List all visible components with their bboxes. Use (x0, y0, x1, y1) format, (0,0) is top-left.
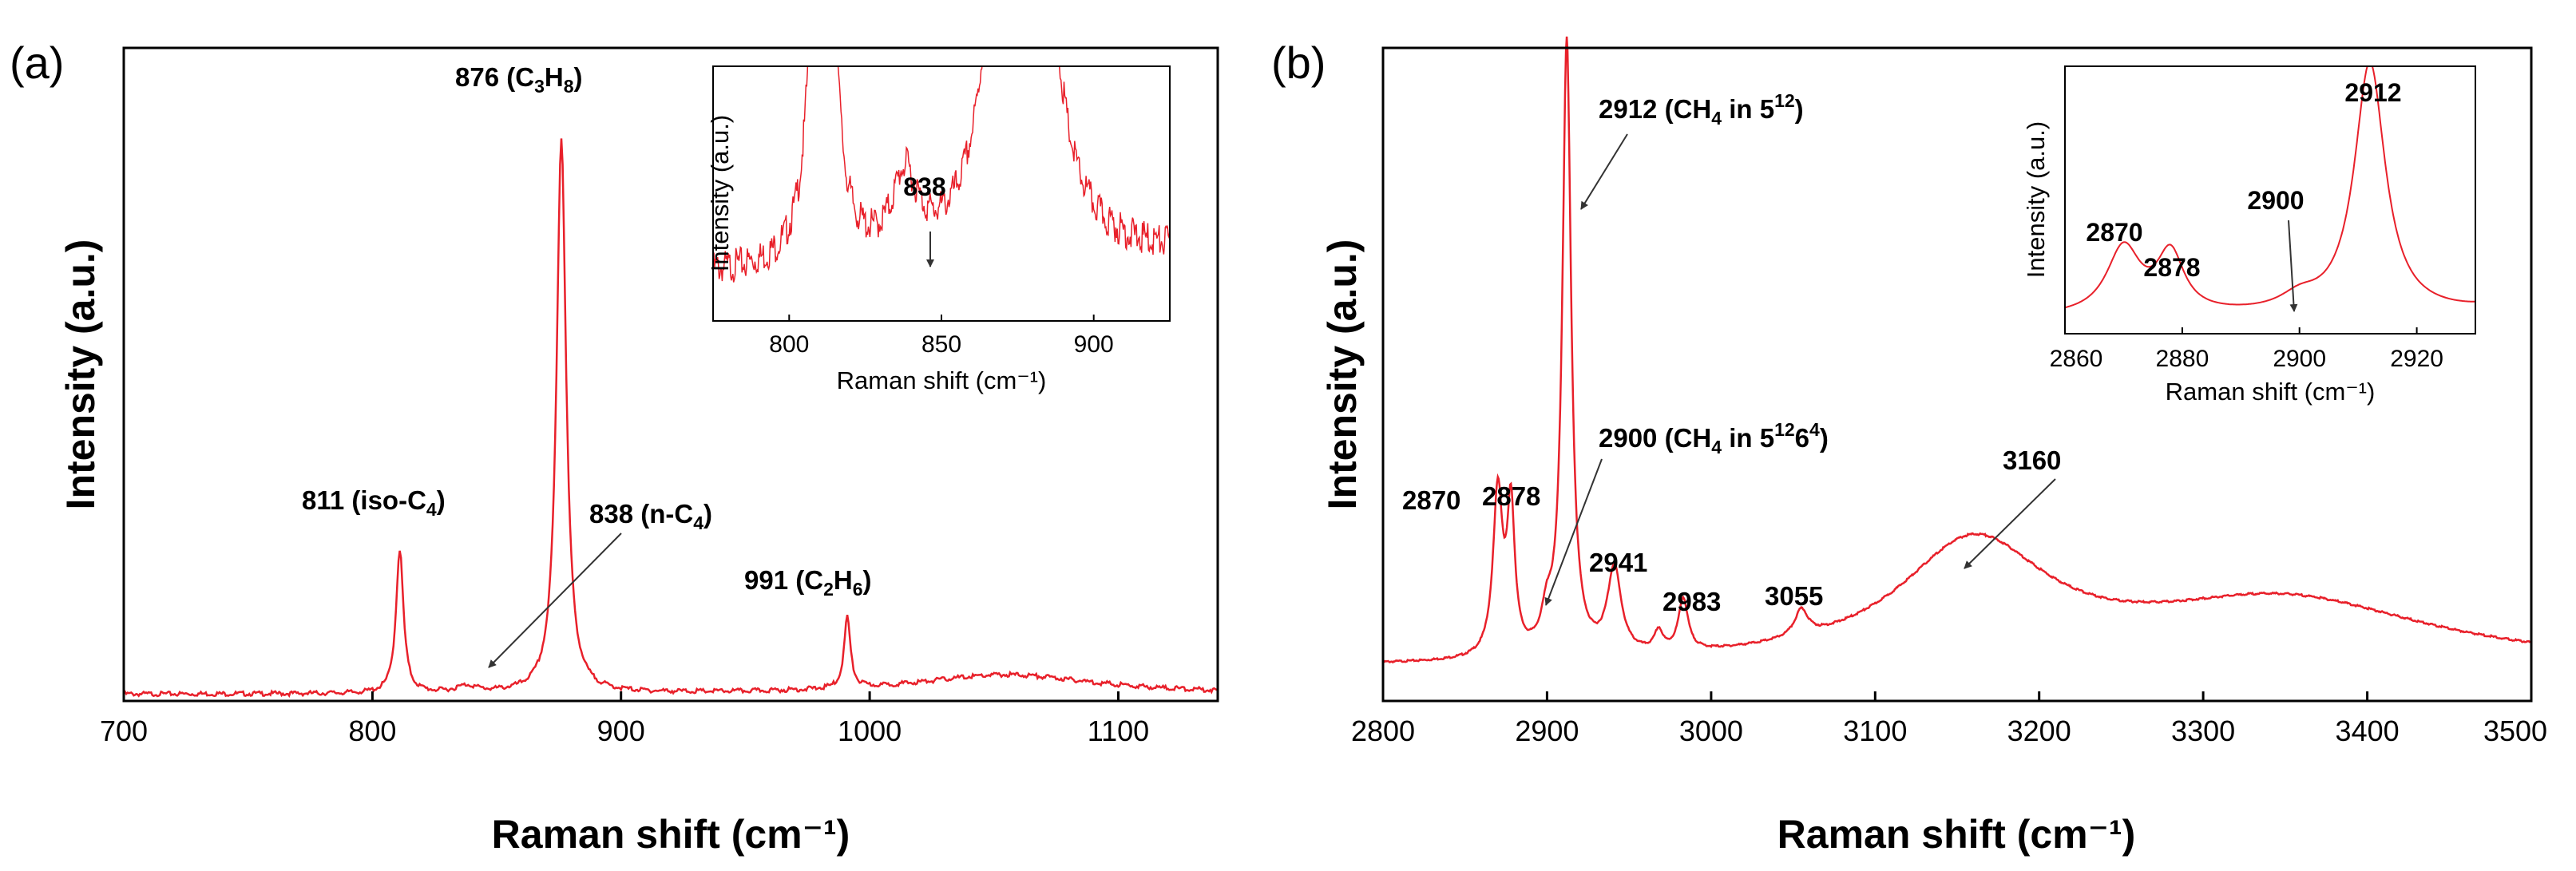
panel-b-x-axis-title: Raman shift (cm⁻¹) (1777, 812, 2136, 857)
panel-a-plot-frame (122, 46, 1219, 703)
panel-b-inset-arrow-2900 (2288, 220, 2298, 312)
panel-a-annotation-838: 838 (n-C4) (589, 499, 712, 533)
panel-b-xtick-label-3200: 3200 (2007, 715, 2071, 747)
panel-a-xtick-label-1100: 1100 (1088, 715, 1149, 747)
panel-a-y-axis-title: Intensity (a.u.) (58, 240, 103, 510)
panel-b-annotation-2900: 2900 (CH4 in 51264) (1599, 419, 1829, 457)
panel-b-arrow-2900 (1544, 458, 1603, 606)
panel-a-annotation-811: 811 (iso-C4) (302, 485, 446, 520)
panel-a-xtick-label-700: 700 (100, 715, 148, 747)
panel-b-annotation-2983: 2983 (1663, 587, 1721, 616)
panel-b-arrow-2912 (1580, 133, 1628, 210)
panel-b-inset-y-axis-title: Intensity (a.u.) (2022, 121, 2050, 278)
panel-b-inset-xtick-label-2900: 2900 (2273, 346, 2326, 372)
panel-b-inset-annotation-2912: 2912 (2344, 78, 2401, 107)
panel-b-inset-annotation-2900: 2900 (2247, 186, 2304, 215)
panel-b-xtick-label-3000: 3000 (1679, 715, 1743, 747)
panel-b-xtick-label-3100: 3100 (1843, 715, 1907, 747)
panel-b-annotation-3160: 3160 (2003, 445, 2061, 475)
panel-a-inset-x-axis-title: Raman shift (cm⁻¹) (837, 366, 1047, 394)
panel-b-annotation-2878: 2878 (1482, 481, 1540, 511)
panel-b-plot-frame (1381, 46, 2533, 703)
panel-b-inset-annotation-2878: 2878 (2143, 253, 2200, 282)
panel-a-inset-y-axis-title: Intensity (a.u.) (706, 115, 734, 271)
panel-a-inset: 800 850 900 Raman shift (cm⁻¹) Intensity… (706, 65, 1171, 394)
panel-b-xtick-label-3300: 3300 (2171, 715, 2235, 747)
panel-b-annotation-2941: 2941 (1589, 548, 1647, 577)
panel-a-arrow-838 (488, 532, 622, 668)
panel-a-annotation-991: 991 (C2H6) (744, 565, 872, 600)
panel-b-xtick-label-3400: 3400 (2336, 715, 2400, 747)
panel-b-inset-xtick-label-2880: 2880 (2156, 346, 2209, 372)
panel-a-inset-xtick-label-850: 850 (921, 331, 961, 358)
panel-b-annotation-3055: 3055 (1765, 581, 1823, 611)
panel-b-inset-xtick-label-2920: 2920 (2390, 346, 2443, 372)
panel-a-inset-xtick-label-900: 900 (1074, 331, 1114, 358)
panel-b-xtick-label-2800: 2800 (1351, 715, 1415, 747)
panel-b-xtick-label-3500: 3500 (2483, 715, 2547, 747)
panel-a-spectrum-line (122, 138, 1219, 699)
panel-b: (b) 2800 2900 3000 3100 3200 3300 3400 3… (1271, 36, 2547, 857)
panel-a-annotation-876: 876 (C3H8) (455, 62, 583, 97)
panel-b-label: (b) (1271, 38, 1326, 88)
panel-b-inset-x-axis-title: Raman shift (cm⁻¹) (2166, 378, 2376, 406)
panel-b-arrow-3160 (1964, 478, 2056, 569)
panel-b-x-ticks: 2800 2900 3000 3100 3200 3300 3400 3500 (1351, 691, 2547, 747)
panel-a-inset-spectrum-line (713, 66, 1170, 283)
panel-a-label: (a) (10, 38, 64, 88)
panel-b-inset-frame (2064, 65, 2476, 335)
panel-b-y-axis-title: Intensity (a.u.) (1320, 240, 1365, 510)
panel-b-annotation-2870: 2870 (1402, 485, 1460, 515)
panel-a: (a) 700 800 900 1000 1100 Raman shift (c… (10, 38, 1219, 857)
panel-a-xtick-label-800: 800 (348, 715, 396, 747)
panel-b-spectrum-line (1382, 36, 2532, 664)
panel-b-annotation-2912: 2912 (CH4 in 512) (1599, 90, 1804, 129)
panel-b-inset-spectrum-line (2065, 66, 2475, 309)
panel-b-inset: 2860 2880 2900 2920 Raman shift (cm⁻¹) I… (2022, 65, 2476, 406)
panel-a-x-ticks: 700 800 900 1000 1100 (100, 691, 1149, 747)
panel-b-inset-annotation-2870: 2870 (2086, 218, 2142, 247)
panel-a-inset-annotation-838: 838 (903, 172, 945, 201)
panel-b-xtick-label-2900: 2900 (1515, 715, 1579, 747)
panel-a-inset-xtick-label-800: 800 (769, 331, 809, 358)
panel-b-inset-xtick-label-2860: 2860 (2050, 346, 2103, 372)
panel-a-xtick-label-1000: 1000 (838, 715, 902, 747)
panel-a-x-axis-title: Raman shift (cm⁻¹) (492, 812, 850, 857)
panel-a-xtick-label-900: 900 (597, 715, 645, 747)
